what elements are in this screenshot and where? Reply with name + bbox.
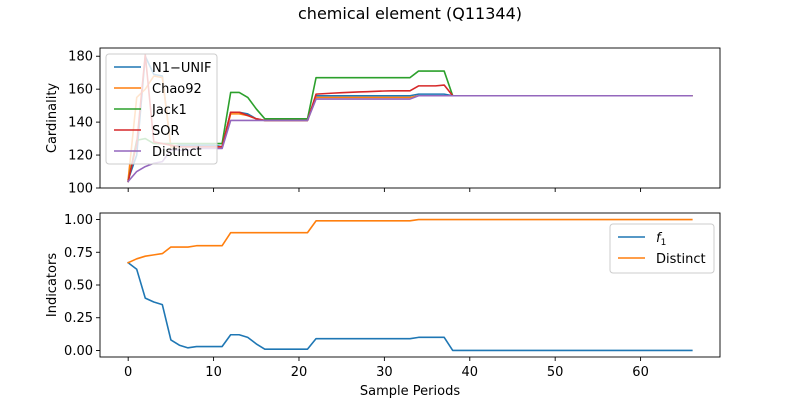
legend: N1−UNIF Chao92 Jack1 SOR Distinct <box>105 53 218 165</box>
x-tick-label: 60 <box>632 365 649 380</box>
legend-label-4: SOR <box>152 124 180 139</box>
legend-label-2: Chao92 <box>152 82 202 97</box>
legend-label-1: f1 <box>656 231 666 248</box>
x-axis-label: Sample Periods <box>360 384 460 399</box>
legend-label-main: f <box>656 231 663 246</box>
x-tick-label: 50 <box>547 365 564 380</box>
y-tick-label: 0.75 <box>64 246 93 261</box>
chart-panel-2: 0.00 0.25 0.50 0.75 1.00 0 10 20 30 40 50 60 Indicat… <box>45 212 721 399</box>
legend-label-1: N1−UNIF <box>152 61 211 76</box>
y-tick-label: 140 <box>68 116 93 131</box>
y-tick-label: 0.25 <box>64 311 93 326</box>
y-tick-label: 120 <box>68 149 93 164</box>
y-tick-label: 180 <box>68 50 93 65</box>
y-tick-label: 0.50 <box>64 279 93 294</box>
chart-panels: 100120140160180CardinalityN1−UNIFChao92J… <box>45 47 721 399</box>
x-tick-label: 40 <box>462 365 479 380</box>
series-line-2-1 <box>127 261 693 352</box>
legend-label-2: Distinct <box>656 252 706 267</box>
x-tick-label: 30 <box>376 365 393 380</box>
y-tick-label: 1.00 <box>64 213 93 228</box>
legend-label-5: Distinct <box>152 145 202 160</box>
x-tick-label: 0 <box>124 365 132 380</box>
y-axis-label: Indicators <box>45 253 60 317</box>
series-line-1-5 <box>127 94 693 183</box>
legend-label-subscript: 1 <box>661 238 667 248</box>
x-tick-label: 10 <box>205 365 222 380</box>
legend: f1 Distinct <box>609 223 715 274</box>
y-tick-label: 160 <box>68 83 93 98</box>
figure-title: chemical element (Q11344) <box>298 4 522 23</box>
y-axis-label: Cardinality <box>45 83 60 154</box>
y-tick-label: 100 <box>68 182 93 197</box>
axes-frame <box>99 47 721 189</box>
y-tick-label: 0.00 <box>64 344 93 359</box>
series-line-2-2 <box>127 218 693 264</box>
x-tick-label: 20 <box>291 365 308 380</box>
chart-panel-1: 100 120 140 160 180 Cardinality N1−UNIF Chao92 J… <box>45 47 721 197</box>
legend-label-3: Jack1 <box>151 103 187 118</box>
legend-box <box>105 53 218 165</box>
